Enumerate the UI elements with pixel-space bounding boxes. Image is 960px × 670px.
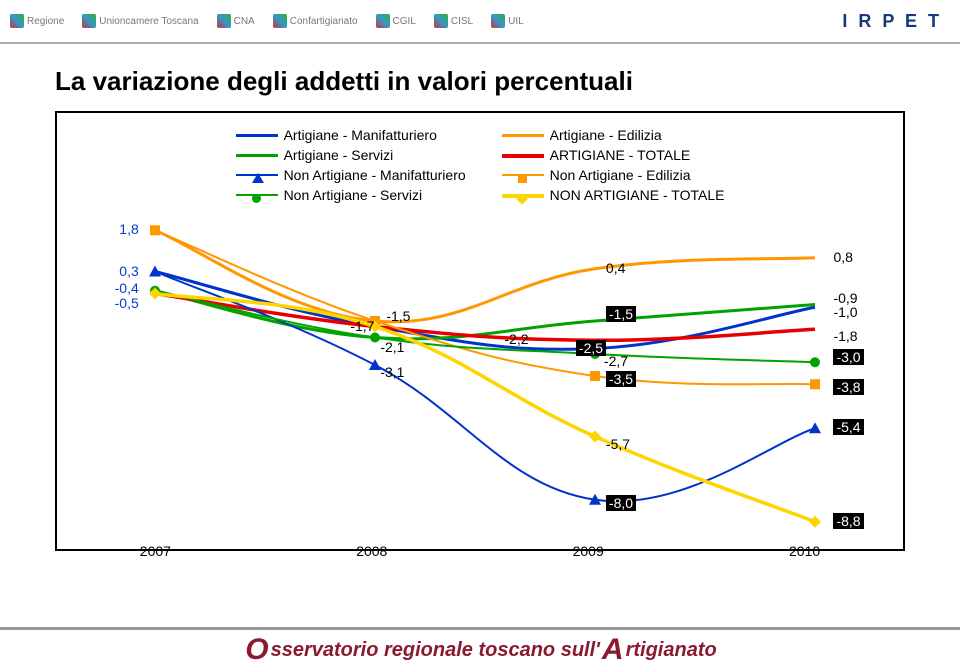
legend-item: Artigiane - Servizi bbox=[236, 147, 466, 163]
data-label: -1,5 bbox=[606, 306, 636, 322]
data-label: -2,5 bbox=[576, 340, 606, 356]
data-label: 0,3 bbox=[119, 263, 138, 279]
data-label: -8,0 bbox=[606, 495, 636, 511]
chart-legend: Artigiane - Manifatturiero Artigiane - Ed… bbox=[236, 127, 725, 203]
data-label: -1,0 bbox=[833, 304, 857, 320]
legend-item: ARTIGIANE - TOTALE bbox=[502, 147, 725, 163]
footer-big-a: A bbox=[602, 633, 624, 667]
plot-area: 1,8 0,3-0,4-0,5 -1,7 -1,5 -2,1 -3,1 -2,2 0,4 -1,… bbox=[75, 211, 885, 541]
header-bar: Regione Unioncamere Toscana CNA Confartigia… bbox=[0, 0, 960, 44]
data-label: 1,8 bbox=[119, 221, 138, 237]
data-label: -3,8 bbox=[833, 379, 863, 395]
footer-bar: O sservatorio regionale toscano sull' A … bbox=[0, 627, 960, 670]
brand-label: I R P E T bbox=[842, 11, 942, 32]
legend-item: Artigiane - Edilizia bbox=[502, 127, 725, 143]
x-tick: 2010 bbox=[789, 543, 820, 559]
partner-logo: Confartigianato bbox=[273, 14, 358, 28]
partner-logos: Regione Unioncamere Toscana CNA Confartigia… bbox=[10, 14, 824, 28]
legend-item: Non Artigiane - Servizi bbox=[236, 187, 466, 203]
data-label: -0,9 bbox=[833, 290, 857, 306]
x-tick: 2009 bbox=[573, 543, 604, 559]
footer-prefix: sservatorio regionale toscano sull' bbox=[271, 639, 600, 662]
data-label: -3,5 bbox=[606, 371, 636, 387]
x-axis: 2007 2008 2009 2010 bbox=[75, 543, 885, 559]
footer-suffix: rtigianato bbox=[626, 639, 717, 662]
data-label: -1,5 bbox=[386, 308, 410, 324]
data-label: 0,4 bbox=[606, 260, 625, 276]
legend-item: NON ARTIGIANE - TOTALE bbox=[502, 187, 725, 203]
line-chart-svg bbox=[75, 211, 885, 541]
footer-big-o: O bbox=[245, 633, 268, 667]
page-title: La variazione degli addetti in valori pe… bbox=[55, 66, 960, 97]
data-label: -0,5 bbox=[115, 295, 139, 311]
data-label: -0,4 bbox=[115, 280, 139, 296]
data-label: -1,8 bbox=[833, 328, 857, 344]
data-label: -3,1 bbox=[380, 364, 404, 380]
data-label: -3,0 bbox=[833, 349, 863, 365]
partner-logo: CISL bbox=[434, 14, 473, 28]
x-tick: 2008 bbox=[356, 543, 387, 559]
legend-item: Non Artigiane - Edilizia bbox=[502, 167, 725, 183]
partner-logo: CGIL bbox=[376, 14, 416, 28]
partner-logo: UIL bbox=[491, 14, 524, 28]
data-label: -2,2 bbox=[504, 331, 528, 347]
partner-logo: Regione bbox=[10, 14, 64, 28]
data-label: -2,1 bbox=[380, 339, 404, 355]
chart-container: Artigiane - Manifatturiero Artigiane - Ed… bbox=[55, 111, 905, 551]
data-label: -8,8 bbox=[833, 513, 863, 529]
partner-logo: Unioncamere Toscana bbox=[82, 14, 198, 28]
legend-item: Artigiane - Manifatturiero bbox=[236, 127, 466, 143]
partner-logo: CNA bbox=[217, 14, 255, 28]
legend-item: Non Artigiane - Manifatturiero bbox=[236, 167, 466, 183]
x-tick: 2007 bbox=[140, 543, 171, 559]
data-label: -1,7 bbox=[350, 318, 374, 334]
data-label: -2,7 bbox=[604, 353, 628, 369]
data-label: -5,7 bbox=[606, 436, 630, 452]
data-label: 0,8 bbox=[833, 249, 852, 265]
data-label: -5,4 bbox=[833, 419, 863, 435]
